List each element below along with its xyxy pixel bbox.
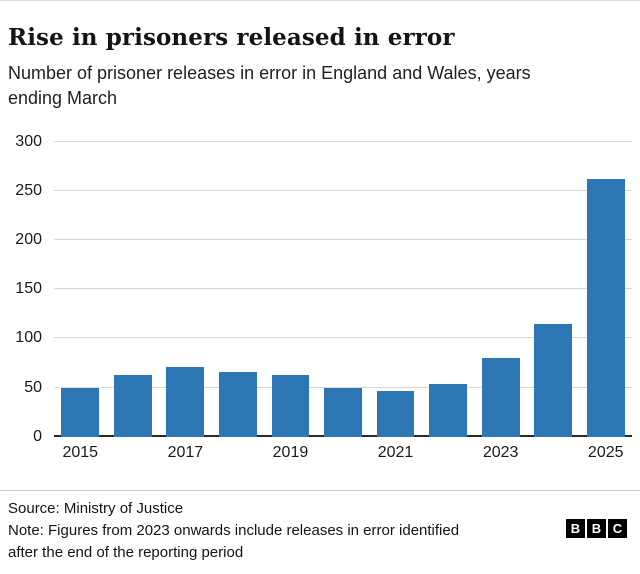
bar-2022 [429,383,467,437]
y-axis: 0 50 100 150 200 250 300 [8,133,46,445]
y-tick-label-200: 200 [15,231,42,248]
y-tick-label-300: 300 [15,132,42,150]
y-tick-label-0: 0 [33,427,42,445]
x-axis: 2015 2017 2019 2021 2023 2025 [54,437,632,467]
chart-title: Rise in prisoners released in error [8,24,455,51]
bar-chart: 0 50 100 150 200 250 300 2015 2017 2019 2021 2023 2… [8,133,632,467]
x-tick-label-2017: 2017 [167,443,204,461]
bar-2018 [218,371,257,437]
y-tick-label-100: 100 [15,329,42,347]
x-tick-label-2015: 2015 [62,443,99,461]
bbc-logo-letter-b1: B [566,519,585,538]
gridline-150 [54,288,632,290]
chart-subtitle: Number of prisoner releases in error in … [8,63,531,108]
gridline-100 [54,337,632,339]
y-tick-label-250: 250 [15,181,42,199]
gridline-250 [54,189,632,191]
x-tick-label-2019: 2019 [272,443,309,461]
bar-2024 [534,323,573,437]
bar-2020 [324,387,362,437]
x-tick-label-2025: 2025 [587,443,624,461]
bar-2019 [271,374,310,437]
bar-2016 [113,374,152,437]
x-tick-label-2021: 2021 [377,443,414,461]
plot-area [54,140,632,437]
bar-2015 [61,388,100,437]
bar-2023 [481,358,520,437]
gridline-50 [54,386,632,388]
bbc-logo: B B C [566,519,627,538]
y-tick-label-150: 150 [15,280,42,298]
bbc-logo-letter-c: C [608,519,627,538]
note-text-line-1: Note: Figures from 2023 onwards include … [8,521,460,539]
note-text-line-2: after the end of the reporting period [8,543,244,561]
bar-2017 [166,366,205,437]
bbc-logo-letter-b2: B [587,519,606,538]
chart-header: Rise in prisoners released in error Numb… [0,1,640,110]
bar-2025 [586,179,625,437]
bar-2021 [376,391,415,437]
x-tick-label-2023: 2023 [482,443,519,461]
source-text: Source: Ministry of Justice [8,500,184,517]
gridline-200 [54,239,632,240]
gridline-300 [54,140,632,142]
y-tick-label-50: 50 [24,378,42,396]
chart-footer: Source: Ministry of Justice Note: Figure… [0,490,640,574]
